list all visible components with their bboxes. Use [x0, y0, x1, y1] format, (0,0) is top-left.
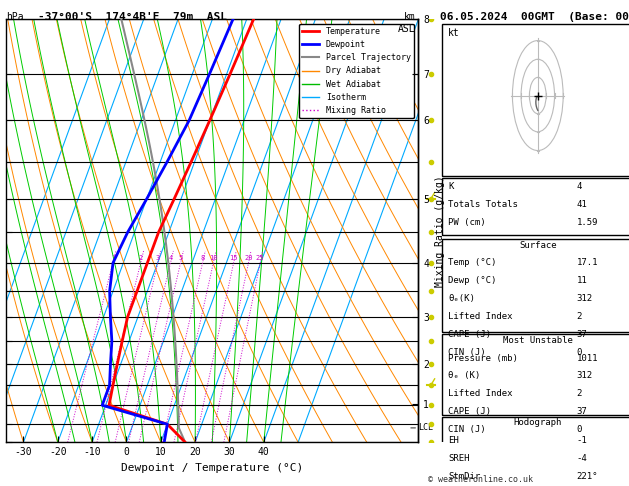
Text: 37: 37 — [577, 407, 587, 416]
Text: Lifted Index: Lifted Index — [448, 389, 513, 398]
Text: StmDir: StmDir — [448, 472, 481, 481]
Text: 3: 3 — [156, 255, 160, 261]
Text: 2: 2 — [138, 255, 143, 261]
Legend: Temperature, Dewpoint, Parcel Trajectory, Dry Adiabat, Wet Adiabat, Isotherm, Mi: Temperature, Dewpoint, Parcel Trajectory… — [299, 24, 414, 118]
Text: LCL: LCL — [418, 423, 433, 433]
Text: © weatheronline.co.uk: © weatheronline.co.uk — [428, 474, 533, 484]
Text: 1011: 1011 — [577, 353, 598, 363]
Text: Surface: Surface — [519, 241, 557, 250]
Text: 5: 5 — [179, 255, 182, 261]
Text: km
ASL: km ASL — [398, 12, 415, 34]
Text: 25: 25 — [256, 255, 264, 261]
Text: Lifted Index: Lifted Index — [448, 312, 513, 321]
Text: 312: 312 — [577, 371, 593, 381]
Text: 0: 0 — [577, 347, 582, 357]
Text: 8: 8 — [201, 255, 204, 261]
Text: Temp (°C): Temp (°C) — [448, 259, 496, 267]
Text: 20: 20 — [244, 255, 253, 261]
Text: Pressure (mb): Pressure (mb) — [448, 353, 518, 363]
Text: CIN (J): CIN (J) — [448, 425, 486, 434]
Bar — [442, 239, 629, 332]
Text: Dewp (°C): Dewp (°C) — [448, 276, 496, 285]
Text: 2: 2 — [577, 389, 582, 398]
Text: Hodograph: Hodograph — [514, 418, 562, 427]
Text: 06.05.2024  00GMT  (Base: 00): 06.05.2024 00GMT (Base: 00) — [440, 12, 629, 22]
Text: -37°00'S  174°4B'E  79m  ASL: -37°00'S 174°4B'E 79m ASL — [38, 12, 226, 22]
Y-axis label: Mixing Ratio (g/kg): Mixing Ratio (g/kg) — [435, 175, 445, 287]
Text: 10: 10 — [209, 255, 218, 261]
Bar — [442, 24, 629, 176]
Text: 4: 4 — [169, 255, 172, 261]
Text: hPa: hPa — [6, 12, 24, 22]
Bar — [442, 334, 629, 415]
Text: PW (cm): PW (cm) — [448, 218, 486, 227]
Text: 15: 15 — [230, 255, 238, 261]
Text: CAPE (J): CAPE (J) — [448, 407, 491, 416]
Text: Totals Totals: Totals Totals — [448, 200, 518, 209]
Text: 37: 37 — [577, 330, 587, 339]
Text: 41: 41 — [577, 200, 587, 209]
Text: -4: -4 — [577, 454, 587, 463]
Text: 312: 312 — [577, 294, 593, 303]
Text: 221°: 221° — [577, 472, 598, 481]
Text: 4: 4 — [577, 182, 582, 191]
Text: K: K — [448, 182, 454, 191]
Text: 1: 1 — [111, 255, 115, 261]
Text: 2: 2 — [577, 312, 582, 321]
Text: SREH: SREH — [448, 454, 470, 463]
Text: 17.1: 17.1 — [577, 259, 598, 267]
Text: CIN (J): CIN (J) — [448, 347, 486, 357]
Text: θₑ(K): θₑ(K) — [448, 294, 475, 303]
Text: 1.59: 1.59 — [577, 218, 598, 227]
Text: 11: 11 — [577, 276, 587, 285]
Text: -1: -1 — [577, 436, 587, 445]
Text: kt: kt — [448, 28, 460, 38]
X-axis label: Dewpoint / Temperature (°C): Dewpoint / Temperature (°C) — [121, 463, 303, 473]
Text: CAPE (J): CAPE (J) — [448, 330, 491, 339]
Bar — [442, 178, 629, 235]
Text: Most Unstable: Most Unstable — [503, 336, 573, 345]
Bar — [442, 417, 629, 486]
Text: θₑ (K): θₑ (K) — [448, 371, 481, 381]
Text: EH: EH — [448, 436, 459, 445]
Text: 0: 0 — [577, 425, 582, 434]
